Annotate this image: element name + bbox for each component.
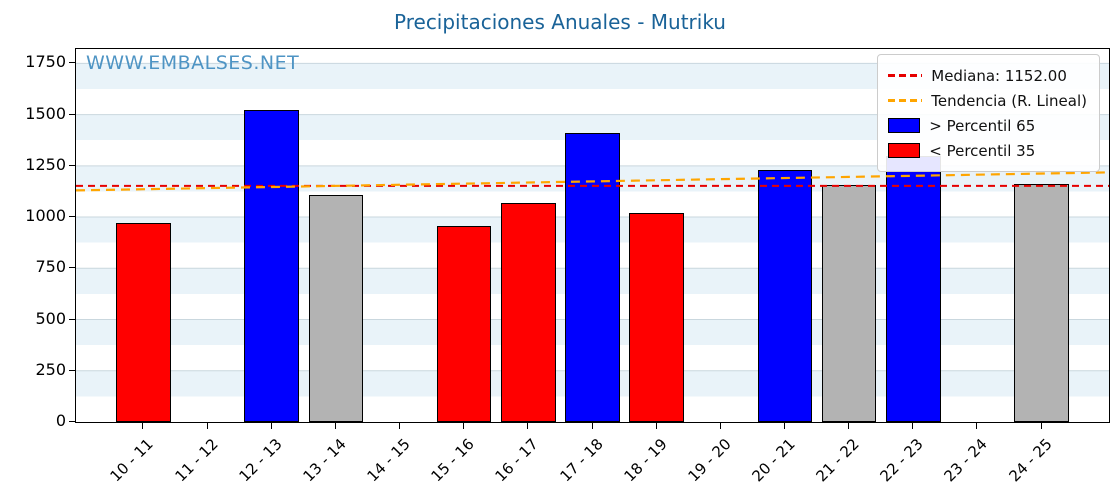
x-tick-label: 23 - 24: [940, 435, 992, 486]
bar-22-23: [886, 155, 941, 422]
trend-line: [76, 171, 1109, 192]
x-tick-mark: [655, 423, 657, 429]
y-tick-mark: [69, 369, 75, 371]
x-tick-label: 22 - 23: [876, 435, 928, 486]
y-tick-mark: [69, 62, 75, 64]
legend-trend-label: Tendencia (R. Lineal): [931, 91, 1087, 110]
y-tick-label: 1500: [25, 103, 66, 123]
y-tick-mark: [69, 216, 75, 218]
y-tick-mark: [69, 421, 75, 422]
x-tick-label: 10 - 11: [106, 435, 158, 486]
legend-median-label: Mediana: 1152.00: [931, 66, 1067, 85]
x-tick-mark: [334, 423, 336, 429]
x-tick-mark: [591, 423, 593, 429]
x-tick-label: 18 - 19: [620, 435, 671, 486]
legend: Mediana: 1152.00 Tendencia (R. Lineal) >…: [877, 54, 1100, 172]
median-line-sample: [888, 74, 923, 77]
y-tick-label: 250: [35, 359, 66, 379]
x-tick-label: 11 - 12: [170, 435, 222, 486]
y-tick-mark: [69, 164, 75, 166]
x-tick-mark: [463, 423, 465, 429]
x-tick-mark: [976, 423, 978, 429]
y-tick-mark: [69, 267, 75, 269]
x-tick-mark: [206, 423, 208, 429]
x-tick-label: 14 - 15: [363, 435, 414, 486]
x-tick-label: 15 - 16: [427, 435, 478, 486]
y-tick-label: 500: [35, 308, 66, 328]
y-tick-label: 1750: [25, 52, 66, 72]
x-tick-label: 16 - 17: [491, 435, 543, 486]
bar-20-21: [757, 169, 813, 422]
x-tick-label: 24 - 25: [1005, 435, 1056, 486]
bar-13-14: [308, 194, 364, 422]
bar-21-22: [821, 185, 877, 422]
bar-12-13: [244, 110, 299, 422]
x-tick-mark: [848, 423, 850, 429]
p35-patch-sample: [888, 143, 921, 158]
y-tick-mark: [69, 113, 75, 115]
chart-title: Precipitaciones Anuales - Mutriku: [394, 10, 726, 34]
x-tick-label: 19 - 20: [684, 435, 735, 486]
x-tick-mark: [399, 423, 400, 429]
legend-item-p35: < Percentil 35: [888, 138, 1087, 163]
x-tick-mark: [527, 423, 529, 429]
bar-10-11: [116, 223, 171, 422]
x-tick-label: 17 - 18: [555, 435, 607, 486]
x-tick-mark: [1040, 423, 1042, 429]
legend-item-trend: Tendencia (R. Lineal): [888, 88, 1087, 113]
legend-p65-label: > Percentil 65: [929, 116, 1036, 135]
x-tick-label: 13 - 14: [299, 435, 350, 486]
overlay-lines: [76, 171, 1109, 192]
bar-15-16: [436, 226, 492, 422]
watermark: WWW.EMBALSES.NET: [86, 52, 300, 74]
y-tick-mark: [69, 318, 75, 320]
bar-24-25: [1014, 184, 1069, 422]
x-tick-label: 20 - 21: [748, 435, 799, 486]
y-tick-label: 750: [35, 257, 66, 277]
x-tick-mark: [783, 423, 785, 429]
x-tick-mark: [270, 423, 272, 429]
x-tick-label: 12 - 13: [235, 435, 286, 486]
trend-line-sample: [888, 99, 923, 102]
x-tick-mark: [912, 423, 914, 429]
x-tick-mark: [142, 423, 144, 429]
bar-18-19: [629, 212, 684, 422]
x-tick-mark: [719, 423, 721, 429]
legend-p35-label: < Percentil 35: [929, 141, 1036, 160]
y-tick-label: 1250: [25, 154, 66, 174]
legend-item-median: Mediana: 1152.00: [888, 63, 1087, 88]
bar-16-17: [501, 202, 556, 422]
legend-item-p65: > Percentil 65: [888, 113, 1087, 138]
y-tick-label: 1000: [25, 206, 66, 226]
p65-patch-sample: [888, 118, 921, 133]
x-tick-label: 21 - 22: [812, 435, 863, 486]
y-tick-label: 0: [55, 411, 66, 430]
